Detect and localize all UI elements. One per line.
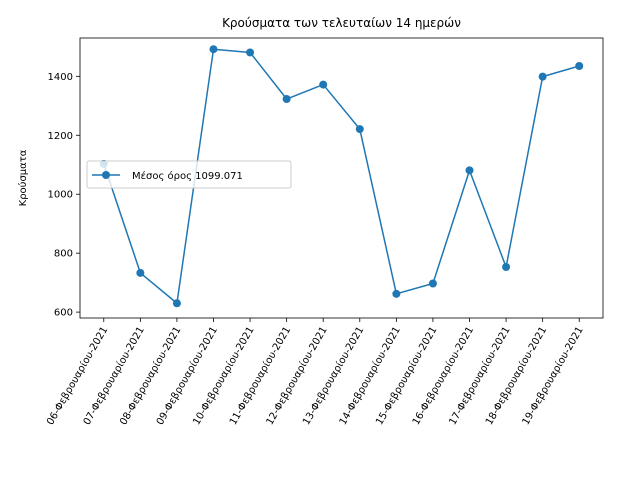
x-tick-label: 08-Φεβρουαρίου-2021 [117, 325, 183, 428]
data-point [538, 72, 547, 81]
data-point [282, 95, 291, 104]
legend-box [86, 160, 292, 189]
data-point [319, 80, 328, 89]
x-tick-label: 18-Φεβρουαρίου-2021 [483, 325, 549, 428]
y-tick-label: 800 [54, 249, 73, 260]
data-point [172, 299, 181, 308]
x-tick-label: 14-Φεβρουαρίου-2021 [337, 325, 403, 428]
x-tick-label: 15-Φεβρουαρίου-2021 [373, 325, 439, 428]
x-tick-label: 06-Φεβρουαρίου-2021 [44, 325, 110, 428]
series-line [103, 48, 580, 305]
x-tick-label: 11-Φεβρουαρίου-2021 [227, 325, 293, 428]
x-tick-label: 09-Φεβρουαρίου-2021 [154, 325, 220, 428]
x-tick-label: 17-Φεβρουαρίου-2021 [447, 325, 513, 428]
y-tick-label: 1400 [48, 72, 73, 83]
data-point [428, 279, 437, 288]
plot-area: Κρούσματα των τελευταίων 14 ημερών Κρούσμ… [17, 16, 604, 428]
x-tick-label: 19-Φεβρουαρίου-2021 [520, 325, 586, 428]
data-point [392, 289, 401, 298]
legend-marker [102, 171, 110, 179]
data-point [209, 45, 218, 54]
legend: Μέσος όρος 1099.071 [86, 160, 292, 189]
data-point [246, 48, 255, 57]
y-axis-label: Κρούσματα [17, 149, 29, 206]
data-point [502, 263, 511, 272]
data-point [575, 62, 584, 70]
chart-title: Κρούσματα των τελευταίων 14 ημερών [222, 16, 461, 30]
y-tick-label: 1000 [48, 190, 73, 201]
x-tick-label: 07-Φεβρουαρίου-2021 [81, 325, 147, 428]
data-point [136, 268, 145, 277]
axes-frame [79, 37, 604, 319]
data-point [465, 166, 474, 175]
x-tick-label: 13-Φεβρουαρίου-2021 [300, 325, 366, 428]
y-tick-label: 600 [54, 308, 73, 319]
data-point [355, 125, 364, 134]
x-tick-label: 12-Φεβρουαρίου-2021 [264, 325, 330, 428]
y-tick-label: 1200 [48, 131, 73, 142]
x-tick-label: 10-Φεβρουαρίου-2021 [191, 325, 257, 428]
legend-label: Μέσος όρος 1099.071 [132, 170, 243, 182]
x-tick-label: 16-Φεβρουαρίου-2021 [410, 325, 476, 428]
